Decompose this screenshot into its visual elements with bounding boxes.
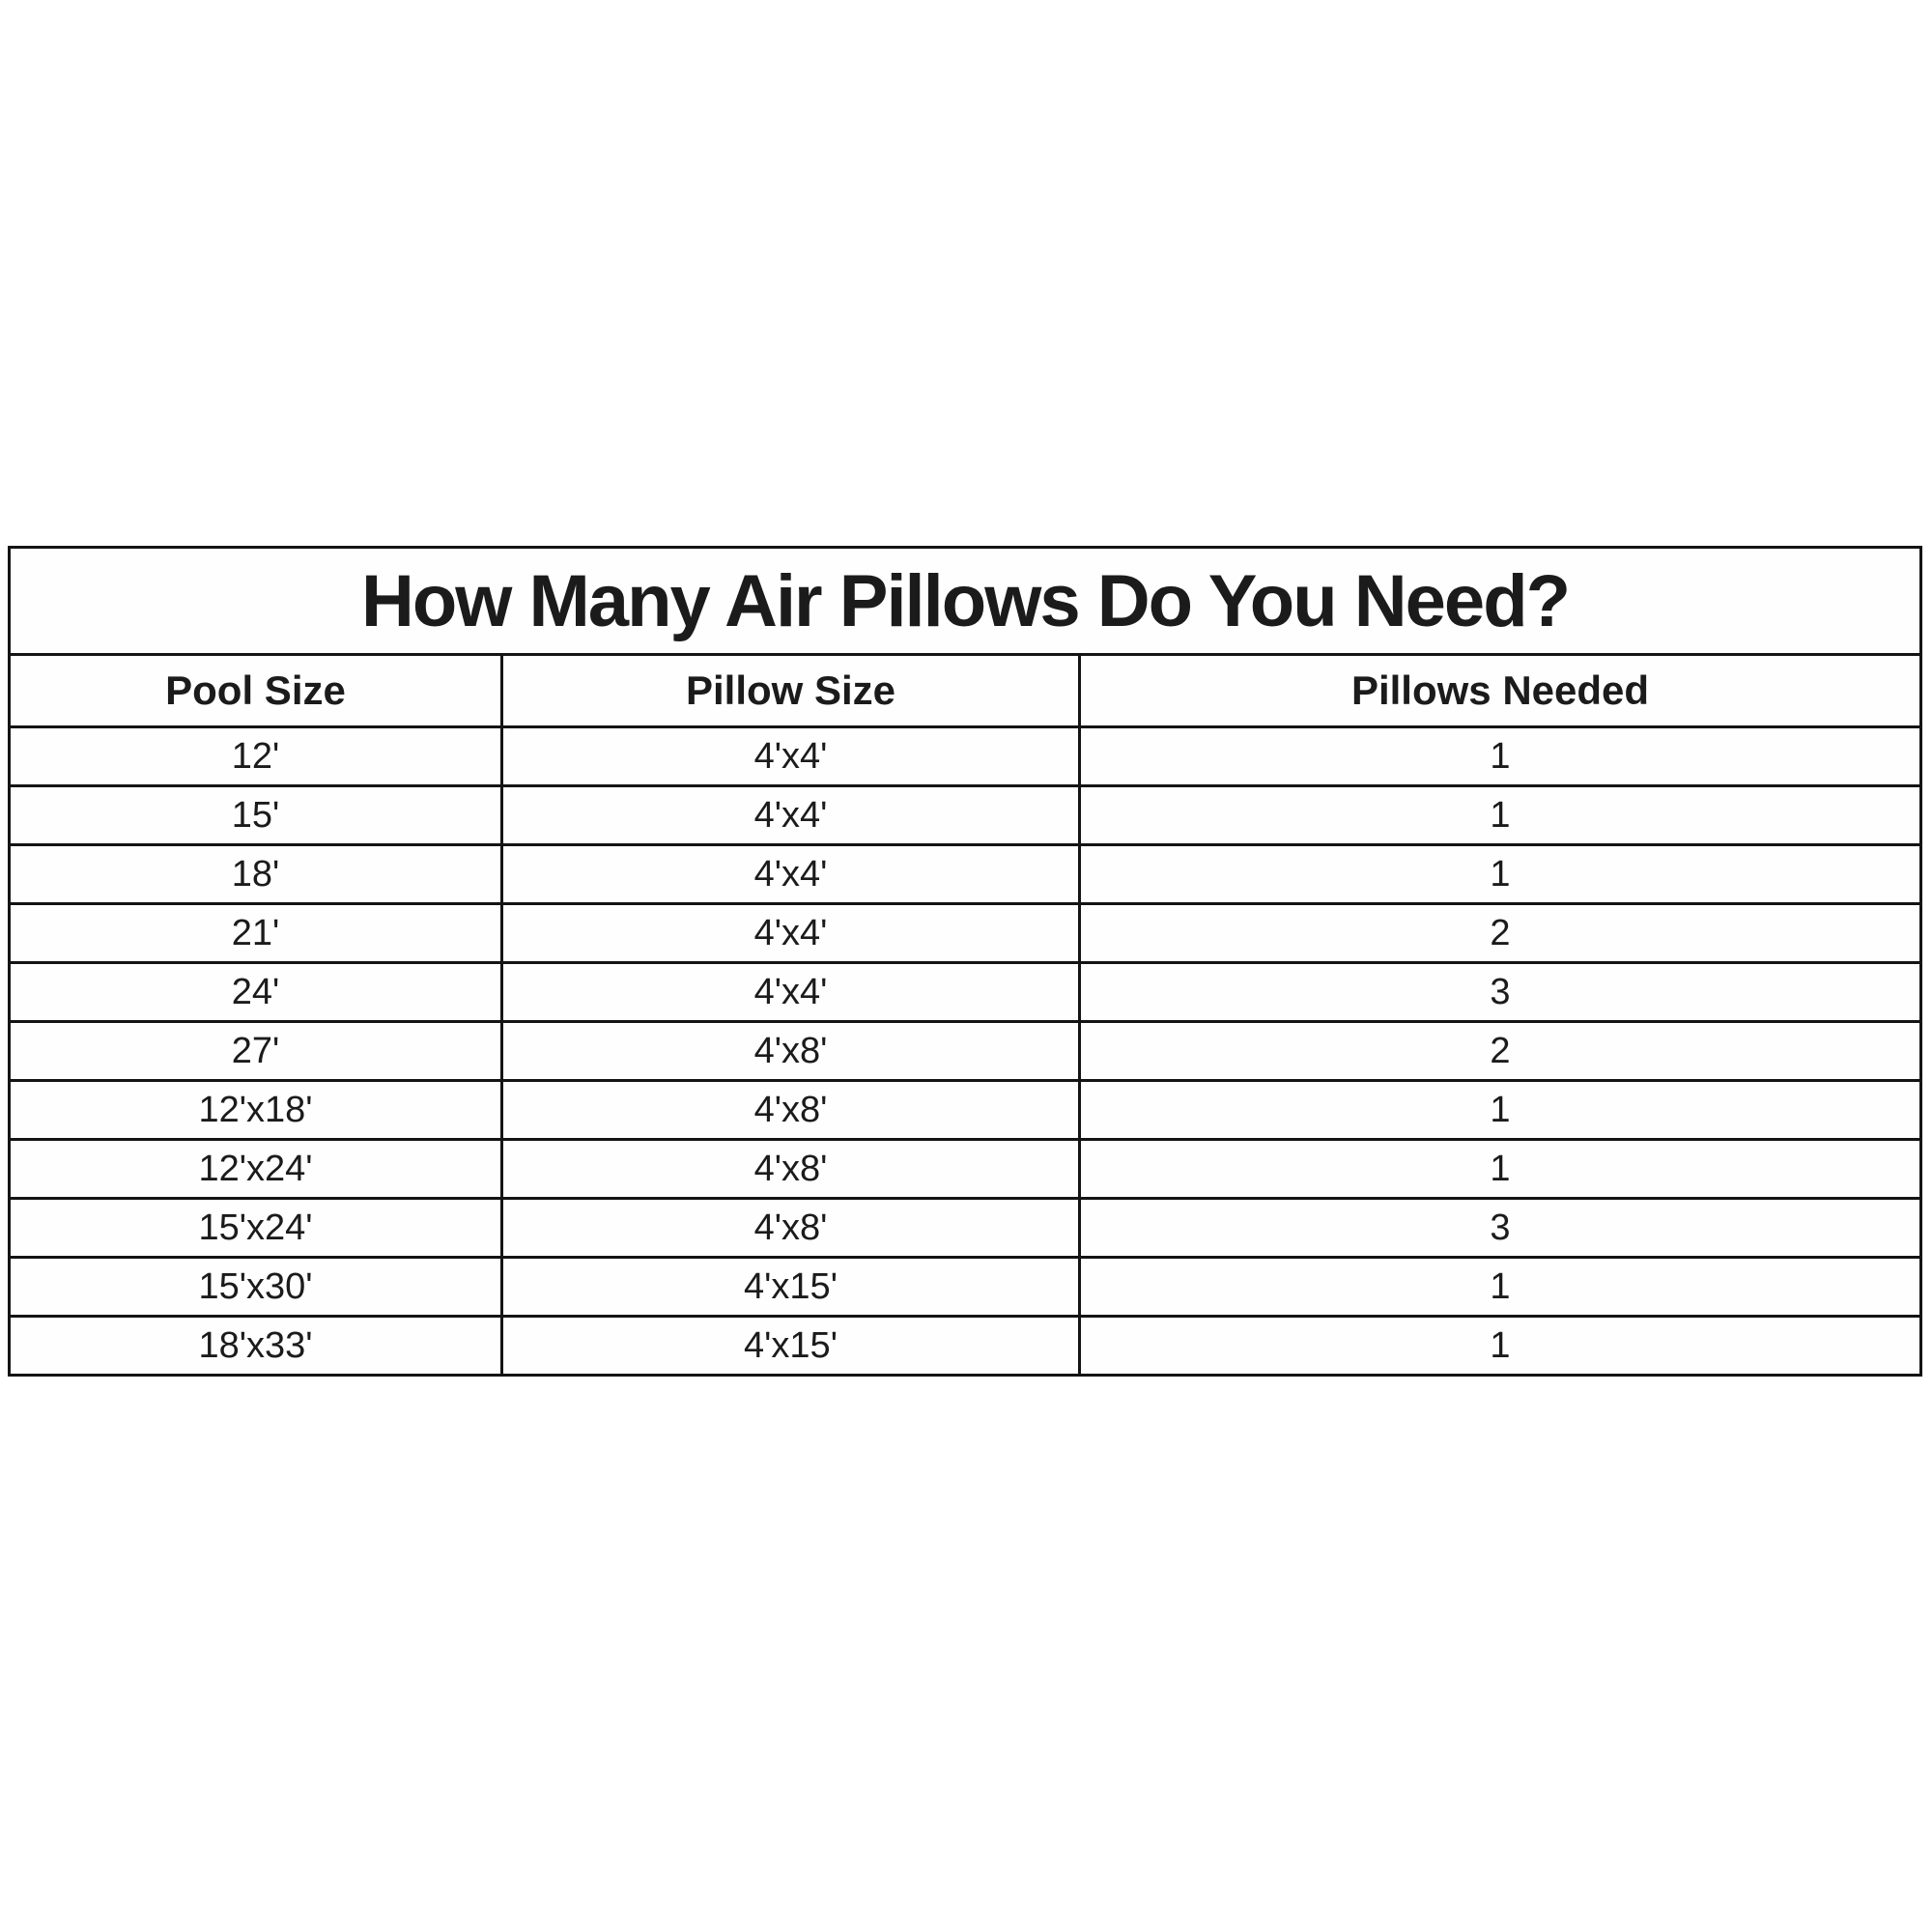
pillows-needed-cell: 3 [1490,971,1511,1012]
pillows-needed-cell: 2 [1490,912,1511,953]
pillow-size-cell: 4'x4' [503,787,1081,843]
header-pillow-size: Pillow Size [503,656,1081,725]
table-row: 15'x24' 4'x8' 3 [11,1200,1919,1259]
table-row: 18'x33' 4'x15' 1 [11,1318,1919,1374]
table-row: 15' 4'x4' 1 [11,787,1919,846]
pool-size-cell: 21' [11,905,503,961]
table-row: 12'x24' 4'x8' 1 [11,1141,1919,1200]
pillows-needed-cell: 1 [1490,1089,1511,1130]
pool-size-cell: 12'x24' [11,1141,503,1197]
pillow-size-cell: 4'x4' [503,846,1081,902]
table-row: 24' 4'x4' 3 [11,964,1919,1023]
table-body: 12' 4'x4' 1 15' 4'x4' 1 18' 4'x4' 1 21' 4'x4' 2 24' 4… [11,728,1919,1374]
pillow-size-cell: 4'x8' [503,1082,1081,1138]
pillow-size-cell: 4'x8' [503,1023,1081,1079]
pool-size-cell: 18'x33' [11,1318,503,1374]
air-pillow-table: How Many Air Pillows Do You Need? Pool S… [8,546,1922,1377]
table-row: 18' 4'x4' 1 [11,846,1919,905]
table-row: 12' 4'x4' 1 [11,728,1919,787]
pillows-needed-cell: 1 [1490,1324,1511,1366]
pillows-needed-cell: 1 [1490,853,1511,895]
pool-size-cell: 18' [11,846,503,902]
pool-size-cell: 15' [11,787,503,843]
pool-size-cell: 15'x24' [11,1200,503,1256]
pillow-size-cell: 4'x4' [503,905,1081,961]
pillow-size-cell: 4'x8' [503,1200,1081,1256]
pillow-size-cell: 4'x15' [503,1318,1081,1374]
pillows-needed-cell: 1 [1490,794,1511,836]
pool-size-cell: 24' [11,964,503,1020]
pillow-size-cell: 4'x15' [503,1259,1081,1315]
pillow-size-cell: 4'x4' [503,728,1081,784]
pillows-needed-cell: 1 [1490,1265,1511,1307]
pool-size-cell: 12' [11,728,503,784]
pillow-size-cell: 4'x8' [503,1141,1081,1197]
table-row: 12'x18' 4'x8' 1 [11,1082,1919,1141]
pool-size-cell: 15'x30' [11,1259,503,1315]
table-row: 21' 4'x4' 2 [11,905,1919,964]
pool-size-cell: 12'x18' [11,1082,503,1138]
table-title: How Many Air Pillows Do You Need? [11,549,1919,656]
table-header-row: Pool Size Pillow Size Pillows Needed [11,656,1919,728]
pillows-needed-cell: 3 [1490,1207,1511,1248]
header-pillows-needed: Pillows Needed [1350,668,1650,713]
pillows-needed-cell: 1 [1490,1148,1511,1189]
table-row: 15'x30' 4'x15' 1 [11,1259,1919,1318]
pillows-needed-cell: 1 [1490,735,1511,777]
table-row: 27' 4'x8' 2 [11,1023,1919,1082]
pillow-size-cell: 4'x4' [503,964,1081,1020]
header-pool-size: Pool Size [11,656,503,725]
pillows-needed-cell: 2 [1490,1030,1511,1071]
pool-size-cell: 27' [11,1023,503,1079]
